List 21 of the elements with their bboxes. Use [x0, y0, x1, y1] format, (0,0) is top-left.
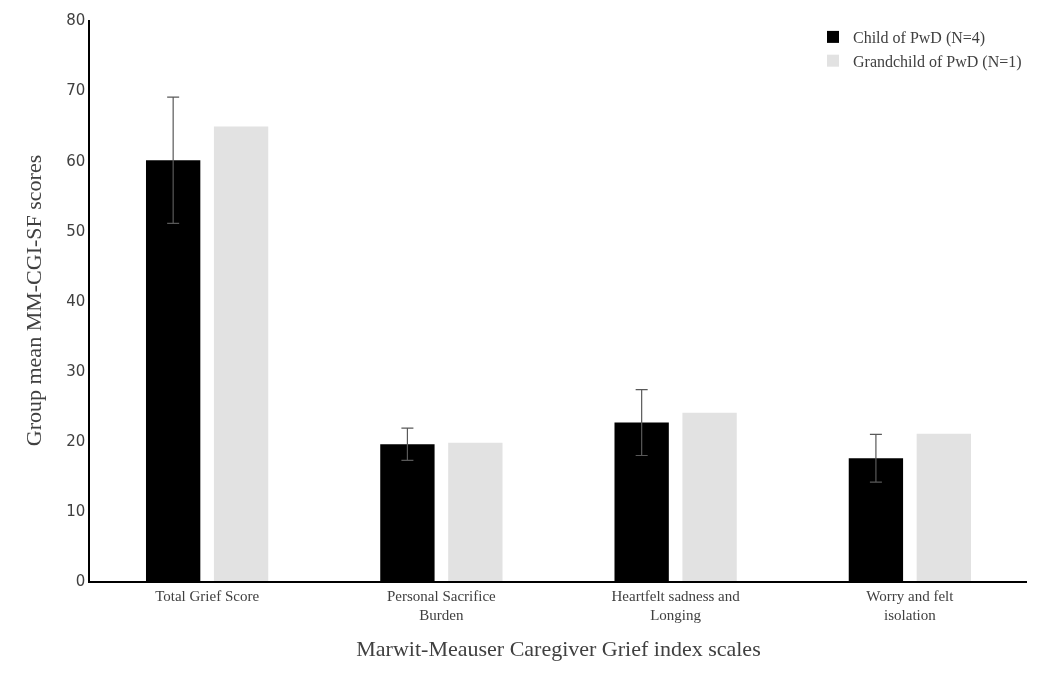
y-tick-label: 30: [66, 361, 86, 380]
y-tick-label: 0: [75, 572, 86, 591]
bar: [682, 412, 737, 581]
y-axis-title: Group mean MM-CGI-SF scores: [21, 154, 47, 447]
x-tick-label: Total Grief Score: [155, 587, 260, 604]
y-tick-label: 20: [66, 432, 86, 450]
bar: [213, 126, 269, 581]
y-tick-label: 70: [66, 81, 86, 100]
y-tick-label: 10: [66, 502, 86, 521]
x-tick-label: Heartfelt sadness and Longing: [611, 587, 741, 624]
y-tick-label: 50: [66, 221, 86, 240]
y-tick-label: 80: [66, 11, 86, 30]
x-axis-title: Marwit-Meauser Caregiver Grief index scales: [356, 635, 761, 661]
x-tick-label: Personal Sacrifice Burden: [387, 587, 497, 624]
bar: [448, 442, 503, 581]
x-tick-label: Worry and felt isolation: [866, 587, 955, 624]
bar: [916, 433, 972, 581]
y-tick-label: 40: [66, 291, 86, 310]
legend-label: Child of PwD (N=4): [853, 29, 986, 48]
legend-label: Grandchild of PwD (N=1): [853, 52, 1022, 71]
y-tick-label: 60: [66, 151, 86, 170]
